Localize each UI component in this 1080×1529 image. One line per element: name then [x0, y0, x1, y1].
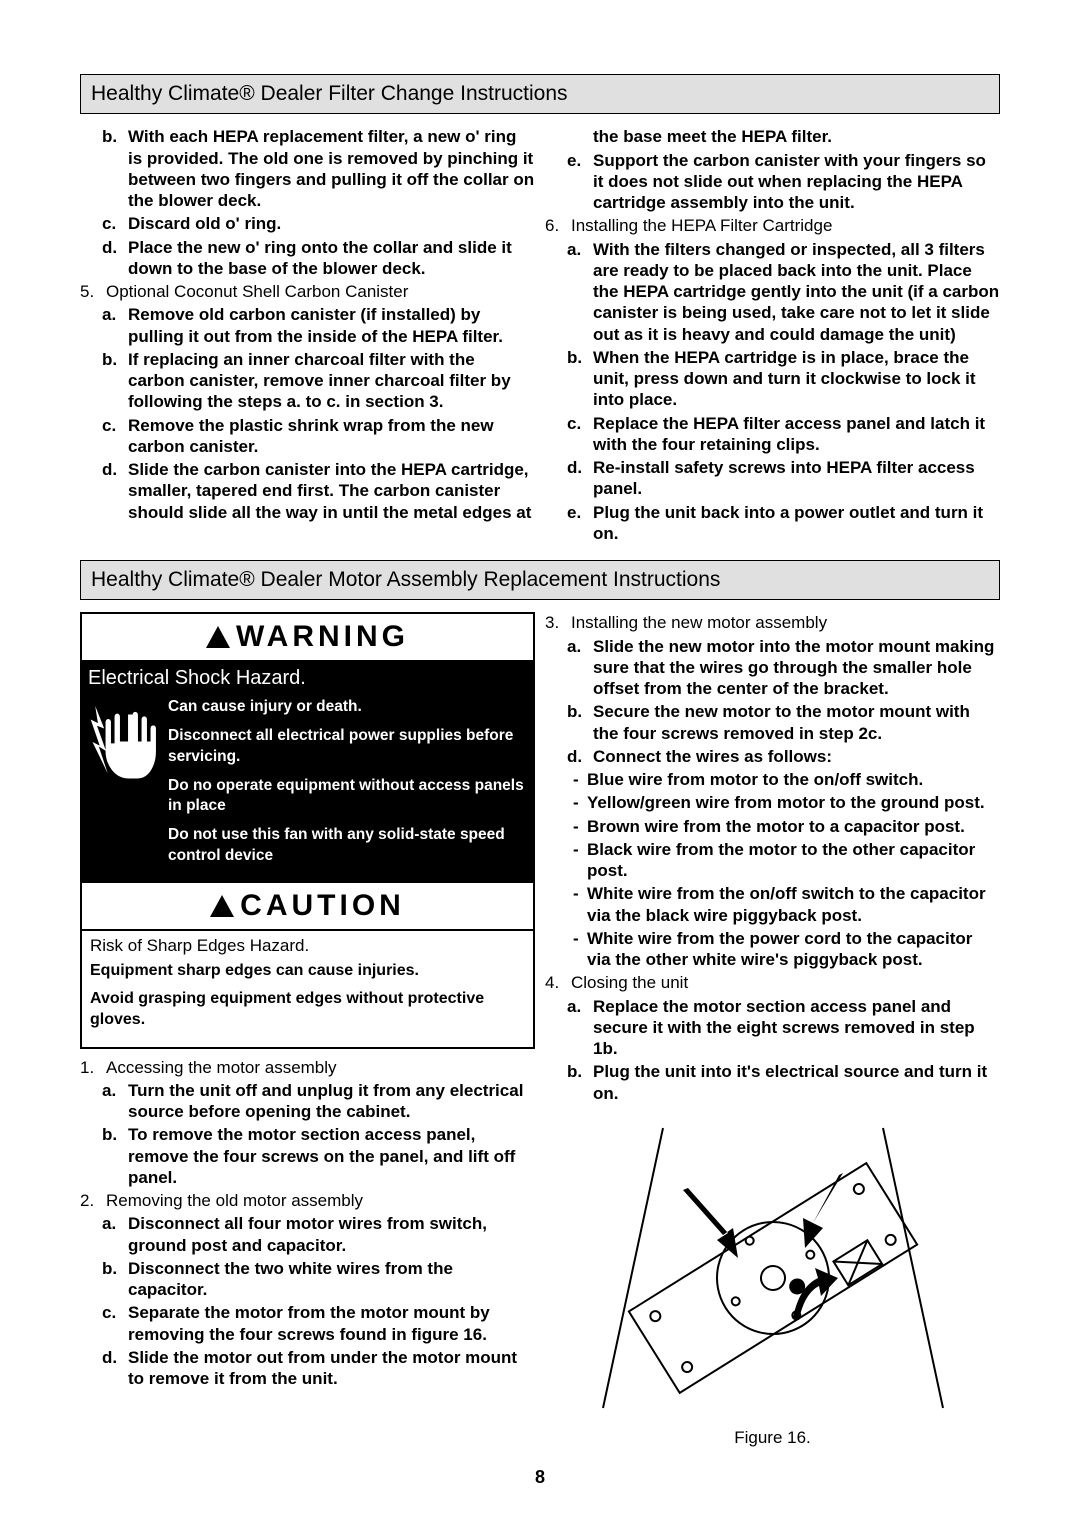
- list-item: a.Slide the new motor into the motor mou…: [545, 636, 1000, 700]
- list-item: c.Remove the plastic shrink wrap from th…: [80, 415, 535, 458]
- list-item: d.Connect the wires as follows:: [545, 746, 1000, 767]
- wire-item: - Yellow/green wire from motor to the gr…: [573, 792, 1000, 813]
- list-item: d.Place the new o' ring onto the collar …: [80, 237, 535, 280]
- caution-p2: Avoid grasping equipment edges without p…: [90, 988, 525, 1031]
- list-item: c.Separate the motor from the motor moun…: [80, 1302, 535, 1345]
- list-item: 2.Removing the old motor assembly: [80, 1190, 535, 1211]
- list-item: a.Replace the motor section access panel…: [545, 996, 1000, 1060]
- wire-item: - White wire from the power cord to the …: [573, 928, 1000, 971]
- motor-instructions: WARNING Electrical Shock Hazard. Can cau…: [80, 612, 1000, 1448]
- list-item: b.When the HEPA cartridge is in place, b…: [545, 347, 1000, 411]
- wire-item: - White wire from the on/off switch to t…: [573, 883, 1000, 926]
- list-item: 1.Accessing the motor assembly: [80, 1057, 535, 1078]
- figure-16: Figure 16.: [545, 1118, 1000, 1449]
- list-item: e.Plug the unit back into a power outlet…: [545, 502, 1000, 545]
- figure-caption: Figure 16.: [545, 1427, 1000, 1448]
- list-item: b.To remove the motor section access pan…: [80, 1124, 535, 1188]
- list-item: b.Disconnect the two white wires from th…: [80, 1258, 535, 1301]
- warning-p3: Do no operate equipment without access p…: [168, 776, 527, 818]
- warning-p1: Can cause injury or death.: [168, 697, 527, 718]
- list-item: c.Replace the HEPA filter access panel a…: [545, 413, 1000, 456]
- caution-p1: Equipment sharp edges can cause injuries…: [90, 960, 525, 982]
- list-item: d.Slide the carbon canister into the HEP…: [80, 459, 535, 523]
- warning-box: WARNING Electrical Shock Hazard. Can cau…: [80, 612, 535, 883]
- list-item: a.Disconnect all four motor wires from s…: [80, 1213, 535, 1256]
- page-number: 8: [80, 1466, 1000, 1489]
- wire-item: - Blue wire from motor to the on/off swi…: [573, 769, 1000, 790]
- list-item: c.Discard old o' ring.: [80, 213, 535, 234]
- list-item: b.With each HEPA replacement filter, a n…: [80, 126, 535, 211]
- list-item: e.Support the carbon canister with your …: [545, 150, 1000, 214]
- list-item: the base meet the HEPA filter.: [545, 126, 1000, 147]
- caution-subtitle: Risk of Sharp Edges Hazard.: [82, 931, 533, 960]
- list-item: 4.Closing the unit: [545, 972, 1000, 993]
- warning-subtitle: Electrical Shock Hazard.: [80, 662, 535, 693]
- warning-p2: Disconnect all electrical power supplies…: [168, 726, 527, 768]
- warning-p4: Do not use this fan with any solid-state…: [168, 825, 527, 867]
- warning-title: WARNING: [80, 612, 535, 662]
- caution-box: CAUTION Risk of Sharp Edges Hazard. Equi…: [80, 881, 535, 1049]
- wire-item: - Black wire from the motor to the other…: [573, 839, 1000, 882]
- list-item: d.Re-install safety screws into HEPA fil…: [545, 457, 1000, 500]
- list-item: 6.Installing the HEPA Filter Cartridge: [545, 215, 1000, 236]
- section-header-filter: Healthy Climate® Dealer Filter Change In…: [80, 74, 1000, 114]
- list-item: b.Secure the new motor to the motor moun…: [545, 701, 1000, 744]
- shock-hand-icon: [88, 697, 168, 875]
- list-item: 5.Optional Coconut Shell Carbon Canister: [80, 281, 535, 302]
- section-header-motor: Healthy Climate® Dealer Motor Assembly R…: [80, 560, 1000, 600]
- list-item: a.Remove old carbon canister (if install…: [80, 304, 535, 347]
- list-item: b.If replacing an inner charcoal filter …: [80, 349, 535, 413]
- caution-title: CAUTION: [82, 883, 533, 931]
- wire-item: - Brown wire from the motor to a capacit…: [573, 816, 1000, 837]
- list-item: 3.Installing the new motor assembly: [545, 612, 1000, 633]
- list-item: b.Plug the unit into it's electrical sou…: [545, 1061, 1000, 1104]
- filter-instructions: b.With each HEPA replacement filter, a n…: [80, 126, 1000, 546]
- list-item: d.Slide the motor out from under the mot…: [80, 1347, 535, 1390]
- list-item: a.Turn the unit off and unplug it from a…: [80, 1080, 535, 1123]
- list-item: a.With the filters changed or inspected,…: [545, 239, 1000, 345]
